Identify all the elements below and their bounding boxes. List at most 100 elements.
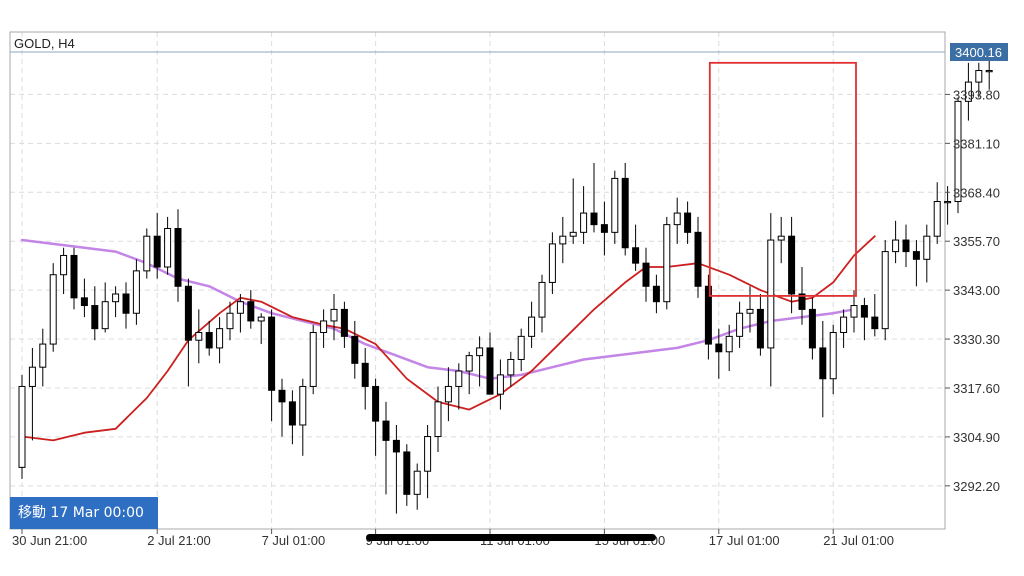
- candle: [569, 178, 577, 244]
- candle-body: [850, 305, 858, 318]
- candle-body: [174, 227, 182, 287]
- candle: [912, 240, 920, 287]
- candle-body: [299, 385, 307, 426]
- candle-body: [486, 347, 494, 395]
- candle: [184, 278, 192, 387]
- candle-body: [528, 316, 536, 337]
- candle-body: [153, 235, 161, 268]
- candle: [247, 290, 255, 329]
- candle-body: [871, 316, 879, 330]
- symbol-title: GOLD, H4: [14, 36, 75, 51]
- candle: [288, 390, 296, 445]
- candle: [372, 378, 380, 456]
- candle: [153, 213, 161, 279]
- price-label-text: 3400.16: [955, 45, 1002, 60]
- candle-body: [309, 332, 317, 387]
- candle-body: [465, 355, 473, 372]
- candle-body: [444, 385, 452, 403]
- candle-body: [330, 308, 338, 322]
- candle: [964, 62, 972, 121]
- candle-body: [476, 347, 484, 357]
- candle: [226, 301, 234, 341]
- x-tick-label: 17 Jul 01:00: [709, 533, 780, 548]
- goto-date-badge[interactable]: 移動 17 Mar 00:00: [10, 497, 158, 529]
- candle-body: [424, 436, 432, 472]
- candle: [507, 351, 515, 387]
- candle: [548, 232, 556, 294]
- candle: [309, 324, 317, 395]
- candle-body: [756, 308, 764, 349]
- candle-body: [278, 389, 286, 403]
- candle-body: [184, 285, 192, 341]
- candle: [257, 313, 265, 345]
- candle-body: [382, 420, 390, 441]
- chart-scrollbar[interactable]: [366, 534, 656, 541]
- price-label-background: [950, 43, 1008, 61]
- candle: [736, 301, 744, 348]
- candle-body: [361, 362, 369, 387]
- candle: [195, 309, 203, 364]
- candle-body: [860, 305, 868, 318]
- candle-body: [455, 370, 463, 387]
- candle: [205, 320, 213, 356]
- candle-body: [788, 235, 796, 295]
- candle-body: [236, 301, 244, 314]
- candle: [444, 367, 452, 422]
- candle: [424, 424, 432, 499]
- candle-body: [621, 177, 629, 249]
- candle: [278, 378, 286, 437]
- candle: [538, 274, 546, 333]
- candle-body: [663, 224, 671, 303]
- candle-body: [829, 332, 837, 380]
- candle: [746, 286, 754, 333]
- candle-body: [122, 293, 130, 314]
- candle-body: [49, 274, 57, 345]
- candle-body: [580, 212, 588, 233]
- candle: [174, 209, 182, 302]
- candle: [621, 162, 629, 256]
- candle-body: [507, 358, 515, 376]
- candle-body: [28, 366, 36, 387]
- candle-body: [548, 243, 556, 283]
- ma-fast-line: [21, 235, 876, 442]
- ma-slow-line: [20, 238, 856, 380]
- candle: [923, 224, 931, 283]
- candle: [985, 58, 993, 90]
- candle: [954, 97, 962, 214]
- candle-body: [694, 231, 702, 287]
- candle: [652, 274, 660, 314]
- candle-body: [632, 247, 640, 264]
- candle-body: [70, 254, 78, 299]
- candle-body: [268, 316, 276, 391]
- candle-body: [611, 177, 619, 233]
- candle: [382, 401, 390, 495]
- y-tick-label: 3292.20: [953, 479, 1000, 494]
- candle: [881, 240, 889, 341]
- candle: [132, 259, 140, 325]
- moving-averages: [20, 235, 876, 442]
- candle-body: [684, 212, 692, 233]
- candle: [486, 332, 494, 395]
- candle-body: [517, 335, 525, 360]
- highlight-box-layer: [708, 61, 857, 297]
- candle: [60, 247, 68, 294]
- candle: [808, 297, 816, 360]
- candle: [392, 424, 400, 514]
- candle-body: [164, 227, 172, 268]
- candle-body: [892, 239, 900, 253]
- candle: [840, 309, 848, 348]
- x-tick-label: 21 Jul 01:00: [823, 533, 894, 548]
- candle: [496, 359, 504, 410]
- candle: [216, 317, 224, 364]
- candle-body: [642, 262, 650, 287]
- candle-body: [840, 316, 848, 334]
- candle: [673, 197, 681, 244]
- candle-body: [101, 301, 109, 330]
- candle-body: [247, 301, 255, 322]
- candle-body: [91, 305, 99, 330]
- candle: [777, 216, 785, 264]
- candle: [236, 293, 244, 333]
- candle: [330, 293, 338, 341]
- y-tick-label: 3355.70: [953, 234, 1000, 249]
